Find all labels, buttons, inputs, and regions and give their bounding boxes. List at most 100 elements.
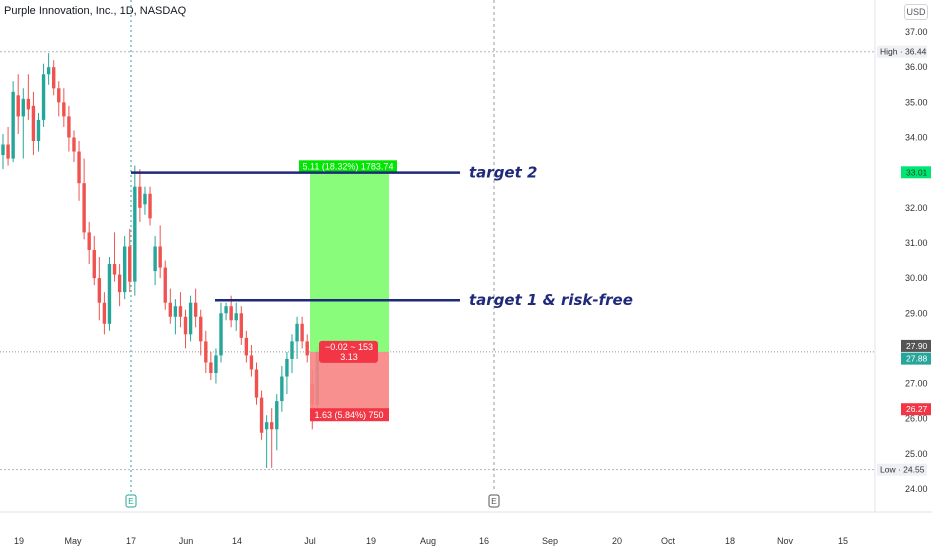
candle-body xyxy=(280,376,284,402)
entry-label-2: 3.13 xyxy=(340,352,358,362)
y-tick-label: 36.00 xyxy=(905,62,928,72)
currency-button[interactable]: USD xyxy=(904,4,928,20)
candle-body xyxy=(300,323,304,342)
x-tick-label: Nov xyxy=(777,536,794,546)
candle-body xyxy=(26,98,31,110)
candle-body xyxy=(244,337,249,356)
candle-body xyxy=(102,302,107,324)
profit-zone xyxy=(310,172,389,352)
candle-body xyxy=(305,341,309,356)
candle-body xyxy=(41,74,46,120)
earnings-marker xyxy=(125,494,137,508)
candle-body xyxy=(264,422,269,430)
candle-body xyxy=(173,306,178,317)
price-tag xyxy=(901,352,931,365)
target-label-box xyxy=(299,160,397,173)
candle-body xyxy=(21,98,25,117)
candle-body xyxy=(97,278,102,303)
candle-body xyxy=(178,306,183,317)
price-tag xyxy=(901,403,931,416)
candle-body xyxy=(290,341,294,359)
level-tag-high xyxy=(877,45,927,58)
candle-body xyxy=(46,67,51,75)
candle-body xyxy=(183,316,188,335)
candle-body xyxy=(204,341,208,363)
candle-body xyxy=(128,246,132,282)
annotation-label: target 2 xyxy=(469,163,537,181)
candle-body xyxy=(199,316,203,342)
y-tick-label: 31.00 xyxy=(905,238,928,248)
y-tick-label: 34.00 xyxy=(905,133,928,143)
candle-body xyxy=(92,249,96,279)
level-tag-text: High · 36.44 xyxy=(880,47,927,57)
candle-body xyxy=(285,358,289,377)
stop-label: 1.63 (5.84%) 750 xyxy=(314,410,383,420)
y-tick-label: 26.00 xyxy=(905,414,928,424)
target-label: 5.11 (18.32%) 1783.74 xyxy=(303,161,394,171)
candle-body xyxy=(275,401,279,430)
candle-body xyxy=(254,369,259,398)
price-tag xyxy=(901,166,931,179)
candle-body xyxy=(31,105,36,142)
x-tick-label: 17 xyxy=(126,536,136,546)
x-tick-label: 20 xyxy=(612,536,622,546)
entry-label-box xyxy=(319,340,378,363)
candle-body xyxy=(193,302,198,317)
x-tick-label: Oct xyxy=(661,536,676,546)
candle-body xyxy=(57,88,61,103)
candle-body xyxy=(270,422,274,430)
candle-body xyxy=(153,246,157,272)
y-tick-label: 30.00 xyxy=(905,273,928,283)
candle-body xyxy=(122,246,127,293)
x-tick-label: Jun xyxy=(179,536,194,546)
candle-body xyxy=(67,116,71,138)
x-tick-label: 18 xyxy=(725,536,735,546)
candle-body xyxy=(112,264,117,275)
level-tag-text: Low · 24.55 xyxy=(880,465,925,475)
x-tick-label: 16 xyxy=(479,536,489,546)
x-tick-label: 19 xyxy=(14,536,24,546)
chart-title: Purple Innovation, Inc., 1D, NASDAQ xyxy=(4,5,187,17)
candle-body xyxy=(36,119,41,142)
candle-body xyxy=(143,193,147,205)
candle-body xyxy=(77,151,81,184)
candle-body xyxy=(188,302,193,335)
x-tick-label: Sep xyxy=(542,536,558,546)
candle-body xyxy=(82,183,86,233)
x-tick-label: 15 xyxy=(838,536,848,546)
y-tick-label: 29.00 xyxy=(905,308,928,318)
candle-body xyxy=(107,264,112,324)
candle-body xyxy=(148,193,152,219)
candle-body xyxy=(168,302,173,317)
candle-body xyxy=(239,313,243,338)
candle-body xyxy=(219,313,223,356)
candle-body xyxy=(62,102,66,117)
price-tag-text: 27.90 xyxy=(906,341,928,351)
candle-body xyxy=(138,186,142,208)
x-tick-label: May xyxy=(64,536,82,546)
x-tick-label: 14 xyxy=(232,536,242,546)
candle-body xyxy=(229,306,233,321)
annotation-label: target 1 & risk-free xyxy=(469,291,633,309)
candle-body xyxy=(87,232,91,250)
candle-body xyxy=(163,267,167,303)
level-tag-low xyxy=(877,463,927,476)
candle-body xyxy=(16,95,20,117)
candle-body xyxy=(259,397,264,433)
y-tick-label: 25.00 xyxy=(905,449,928,459)
candle-body xyxy=(6,144,10,159)
y-tick-label: 37.00 xyxy=(905,27,928,37)
y-tick-label: 24.00 xyxy=(905,484,928,494)
earnings-marker-text: E xyxy=(491,496,497,506)
stop-label-box xyxy=(310,408,389,422)
entry-label-1: −0.02 ~ 153 xyxy=(325,342,373,352)
candle-body xyxy=(1,144,5,156)
x-tick-label: Aug xyxy=(420,536,436,546)
candle-body xyxy=(72,137,76,152)
y-tick-label: 27.00 xyxy=(905,379,928,389)
candle-body xyxy=(234,313,238,321)
price-tag-text: 26.27 xyxy=(906,404,928,414)
candle-body xyxy=(209,362,213,374)
earnings-marker-text: E xyxy=(128,496,134,506)
